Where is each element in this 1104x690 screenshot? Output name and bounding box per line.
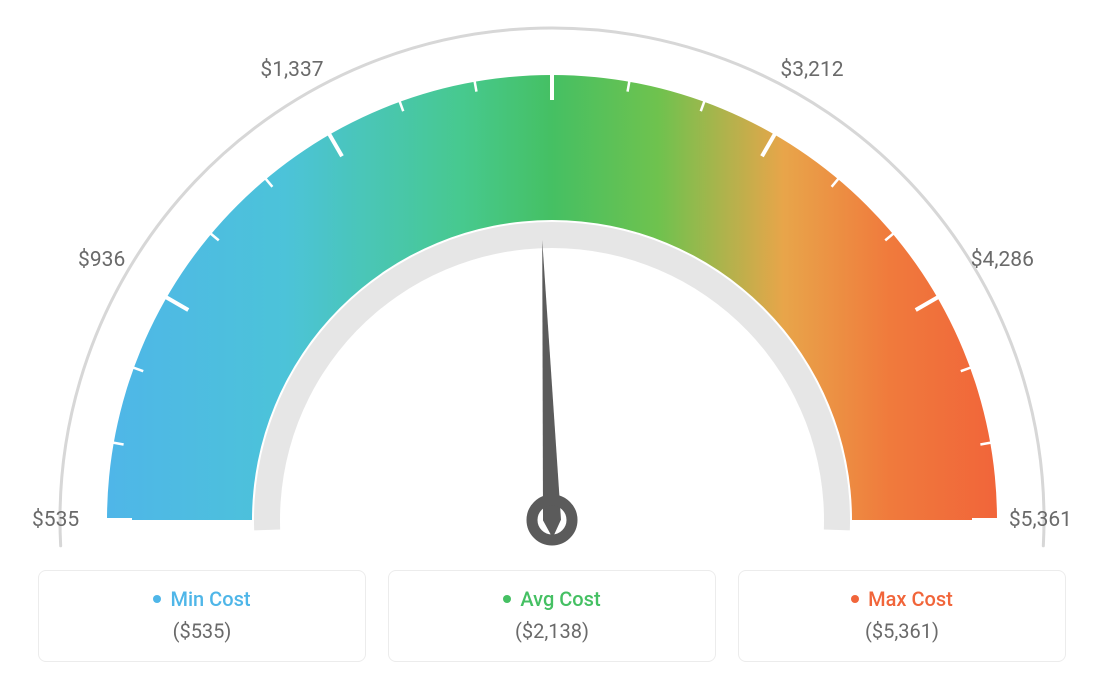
- gauge-scale-label: $5,361: [1009, 508, 1072, 532]
- legend-box: Min Cost ($535): [38, 570, 366, 662]
- legend-dot-icon: [851, 595, 859, 603]
- legend-value-text: ($5,361): [749, 619, 1055, 643]
- legend-row: Min Cost ($535) Avg Cost ($2,138) Max Cost ($…: [38, 570, 1066, 662]
- legend-dot-icon: [503, 595, 511, 603]
- legend-value-text: ($535): [49, 619, 355, 643]
- legend-label-text: Max Cost: [868, 587, 953, 611]
- tick-minor: [192, 218, 219, 240]
- legend-title: Min Cost: [153, 587, 250, 611]
- legend-box: Avg Cost ($2,138): [388, 570, 716, 662]
- gauge-scale-label: $936: [78, 248, 125, 272]
- legend-title: Max Cost: [851, 587, 953, 611]
- cost-gauge-widget: $535$936$1,337$2,138$3,212$4,286$5,361 M…: [0, 0, 1104, 690]
- gauge-svg: [0, 0, 1104, 560]
- tick-minor: [250, 160, 272, 187]
- tick-minor: [885, 218, 912, 240]
- tick-minor: [832, 160, 854, 187]
- legend-value-text: ($2,138): [399, 619, 705, 643]
- gauge-needle: [542, 240, 561, 538]
- legend-label-text: Avg Cost: [520, 587, 600, 611]
- legend-box: Max Cost ($5,361): [738, 570, 1066, 662]
- legend-label-text: Min Cost: [170, 587, 250, 611]
- gauge-scale-label: $4,286: [971, 248, 1034, 272]
- legend-title: Avg Cost: [503, 587, 600, 611]
- legend-dot-icon: [153, 595, 161, 603]
- gauge-area: $535$936$1,337$2,138$3,212$4,286$5,361: [0, 0, 1104, 560]
- gauge-scale-label: $1,337: [260, 58, 323, 82]
- gauge-scale-label: $535: [32, 508, 79, 532]
- gauge-scale-label: $3,212: [780, 58, 843, 82]
